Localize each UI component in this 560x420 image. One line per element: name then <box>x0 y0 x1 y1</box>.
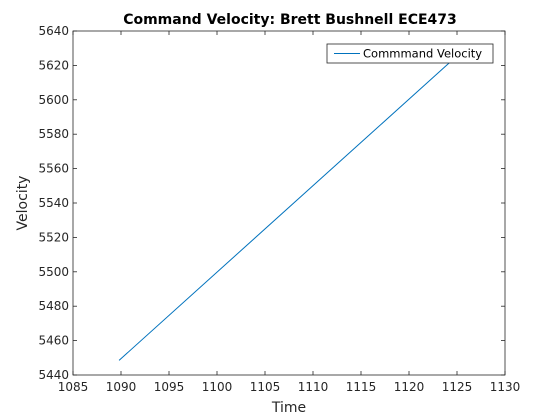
y-tick-label: 5460 <box>38 334 69 348</box>
x-tick-label: 1110 <box>298 380 329 394</box>
x-tick-label: 1120 <box>394 380 425 394</box>
x-tick-label: 1125 <box>442 380 473 394</box>
y-tick-label: 5580 <box>38 127 69 141</box>
plot-area <box>73 31 505 375</box>
x-tick-label: 1130 <box>490 380 521 394</box>
y-tick-label: 5540 <box>38 196 69 210</box>
x-tick-label: 1105 <box>250 380 281 394</box>
legend-label: Commmand Velocity <box>363 47 482 61</box>
x-tick-label: 1115 <box>346 380 377 394</box>
y-tick-label: 5520 <box>38 230 69 244</box>
x-tick-label: 1085 <box>58 380 89 394</box>
chart-title: Command Velocity: Brett Bushnell ECE473 <box>123 12 457 28</box>
x-tick-label: 1100 <box>202 380 233 394</box>
y-axis-label: Velocity <box>15 176 31 231</box>
x-axis-label: Time <box>271 400 306 416</box>
y-tick-label: 5600 <box>38 93 69 107</box>
y-tick-label: 5560 <box>38 162 69 176</box>
y-tick-label: 5640 <box>38 24 69 38</box>
y-tick-label: 5480 <box>38 299 69 313</box>
y-tick-label: 5440 <box>38 368 69 382</box>
x-tick-label: 1095 <box>154 380 185 394</box>
y-tick-label: 5500 <box>38 265 69 279</box>
x-tick-label: 1090 <box>106 380 137 394</box>
legend: Commmand Velocity <box>327 44 493 63</box>
y-tick-label: 5620 <box>38 58 69 72</box>
